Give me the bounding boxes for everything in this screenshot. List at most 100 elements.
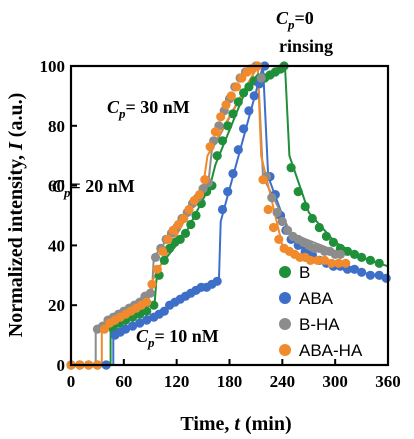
data-point-b [365, 255, 375, 265]
x-tick-label: 240 [270, 372, 296, 391]
x-tick-label: 60 [115, 372, 132, 391]
legend-label-aba: ABA [299, 289, 334, 308]
data-point-aba [249, 91, 259, 101]
data-point-b [159, 255, 169, 265]
data-point-aba [349, 264, 360, 274]
data-point-b [374, 258, 384, 268]
data-point-aba-ha [226, 91, 236, 101]
legend-label-b-ha: B-HA [299, 315, 340, 334]
x-tick-label: 120 [164, 372, 190, 391]
data-point-aba [223, 187, 233, 197]
data-point-aba-ha [258, 175, 268, 185]
data-point-aba [381, 273, 391, 283]
data-point-aba-ha [237, 73, 247, 83]
y-tick-label: 100 [40, 57, 66, 76]
data-point-b [142, 306, 152, 316]
data-point-b [314, 222, 324, 233]
data-point-aba [121, 324, 131, 334]
data-point-b [175, 234, 185, 244]
data-point-b-ha [277, 216, 287, 227]
data-point-b-ha [256, 73, 266, 83]
data-point-aba [244, 106, 254, 116]
legend-marker-b [279, 266, 291, 278]
data-point-aba-ha [268, 222, 279, 233]
data-point-b [217, 136, 228, 146]
data-point-aba-ha [152, 264, 162, 274]
data-point-aba-ha [221, 100, 231, 110]
y-tick-label: 20 [48, 296, 65, 315]
data-point-aba [228, 169, 238, 179]
legend: B ABA B-HA ABA-HA [279, 263, 363, 360]
data-point-aba-ha [334, 258, 344, 268]
data-point-aba-ha [200, 175, 210, 185]
x-tick-label: 300 [322, 372, 348, 391]
data-point-b-ha [267, 193, 277, 203]
data-point-b-ha [272, 207, 282, 218]
x-tick-label: 360 [375, 372, 401, 391]
data-point-b [228, 109, 238, 119]
data-point-b-ha [150, 252, 161, 262]
data-point-aba [212, 276, 222, 286]
data-point-aba-ha [147, 279, 157, 289]
x-tick-label: 0 [67, 372, 76, 391]
data-point-aba-ha [274, 234, 284, 244]
data-point-b [328, 237, 338, 247]
x-tick-label: 180 [217, 372, 243, 391]
data-point-b [357, 252, 367, 262]
y-tick-label: 40 [48, 236, 65, 255]
data-point-aba [357, 267, 367, 277]
tick-labels: 0 60 120 180 240 300 360 0 20 40 60 80 100 [40, 57, 401, 391]
data-point-aba [217, 204, 228, 215]
data-point-aba-ha [163, 234, 173, 244]
y-tick-label: 80 [48, 117, 65, 136]
data-point-aba-ha [313, 255, 323, 265]
annotation-cp-30: Cp= 30 nM [107, 97, 190, 121]
data-point-aba-ha [327, 258, 337, 268]
data-point-b [165, 243, 175, 253]
data-point-b [191, 210, 201, 221]
data-point-aba-ha [184, 204, 194, 215]
data-point-aba-ha [173, 219, 183, 230]
y-tick-label: 0 [57, 356, 66, 375]
axes [69, 64, 390, 367]
data-point-aba [365, 270, 375, 280]
data-point-aba-ha [168, 225, 178, 235]
data-point-aba [142, 315, 152, 325]
data-point-b [233, 97, 243, 107]
data-point-aba-ha [99, 324, 110, 334]
annotation-cp-10: Cp= 10 nM [136, 326, 219, 350]
data-point-b-ha [283, 225, 293, 235]
data-point-aba [239, 124, 249, 134]
data-point-aba-ha [179, 213, 189, 224]
data-point-aba [159, 306, 169, 316]
data-point-b [300, 201, 310, 212]
data-point-aba [233, 145, 243, 155]
legend-marker-aba-ha [279, 344, 291, 356]
data-point-b-ha [145, 288, 155, 298]
data-point-aba-ha [320, 255, 330, 265]
series-points [66, 61, 391, 370]
data-point-b [180, 228, 191, 238]
annotation-rinsing: rinsing [279, 36, 333, 56]
data-point-b [239, 88, 249, 98]
legend-marker-aba [279, 292, 291, 304]
y-tick-label: 60 [48, 177, 65, 196]
data-point-b [293, 187, 303, 197]
data-point-aba-ha [263, 204, 273, 215]
data-point-aba-ha [216, 112, 226, 122]
data-point-b-ha [335, 249, 345, 259]
data-point-aba [135, 318, 145, 328]
y-axis-title: Normalized intensity, I (a.u.) [5, 93, 27, 337]
data-point-aba [128, 321, 138, 331]
data-point-aba-ha [305, 255, 316, 265]
data-point-aba-ha [158, 246, 168, 256]
data-point-b [307, 213, 317, 224]
data-point-aba-ha [195, 190, 205, 200]
data-point-b [321, 231, 331, 241]
annotation-cp-0: Cp=0 [276, 8, 314, 32]
data-point-b [244, 82, 254, 92]
x-axis-title: Time, t (min) [180, 413, 291, 435]
data-point-aba-ha [231, 82, 242, 92]
data-point-aba-ha [341, 258, 351, 268]
